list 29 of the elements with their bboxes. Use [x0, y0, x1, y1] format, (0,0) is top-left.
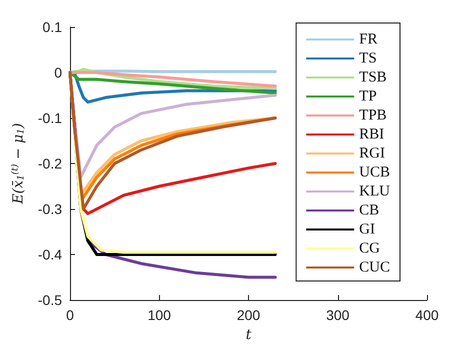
x-tick-label: 100	[148, 307, 172, 323]
legend-label: TS	[359, 50, 377, 66]
y-tick-label: 0	[54, 64, 62, 80]
y-tick-label: -0.5	[38, 292, 62, 308]
line-series	[68, 71, 277, 88]
legend-label: RGI	[359, 146, 385, 162]
y-tick-label: 0.1	[42, 19, 62, 35]
legend-label: RBI	[359, 126, 384, 142]
legend-label: CUC	[359, 260, 390, 276]
legend-label: TSB	[359, 70, 387, 86]
line-series	[68, 71, 277, 94]
y-tick-label: -0.3	[38, 201, 62, 217]
legend-label: UCB	[359, 164, 390, 180]
x-tick-label: 400	[415, 307, 439, 323]
legend-label: FR	[359, 32, 378, 48]
legend-label: CG	[359, 240, 380, 256]
legend-label: TP	[359, 88, 377, 104]
legend-label: GI	[359, 222, 375, 238]
legend-label: KLU	[359, 184, 390, 200]
y-axis-title: E(x̄1(t) − μ1)	[10, 123, 26, 205]
x-tick-label: 300	[326, 307, 350, 323]
x-tick-label: 0	[66, 307, 74, 323]
legend-label: TPB	[359, 108, 387, 124]
legend-label: CB	[359, 202, 380, 218]
y-tick-label: -0.2	[38, 156, 62, 172]
x-axis-title: t	[246, 327, 252, 343]
x-tick-label: 200	[236, 307, 260, 323]
y-tick-label: -0.1	[38, 110, 62, 126]
y-tick-label: -0.4	[38, 246, 62, 262]
